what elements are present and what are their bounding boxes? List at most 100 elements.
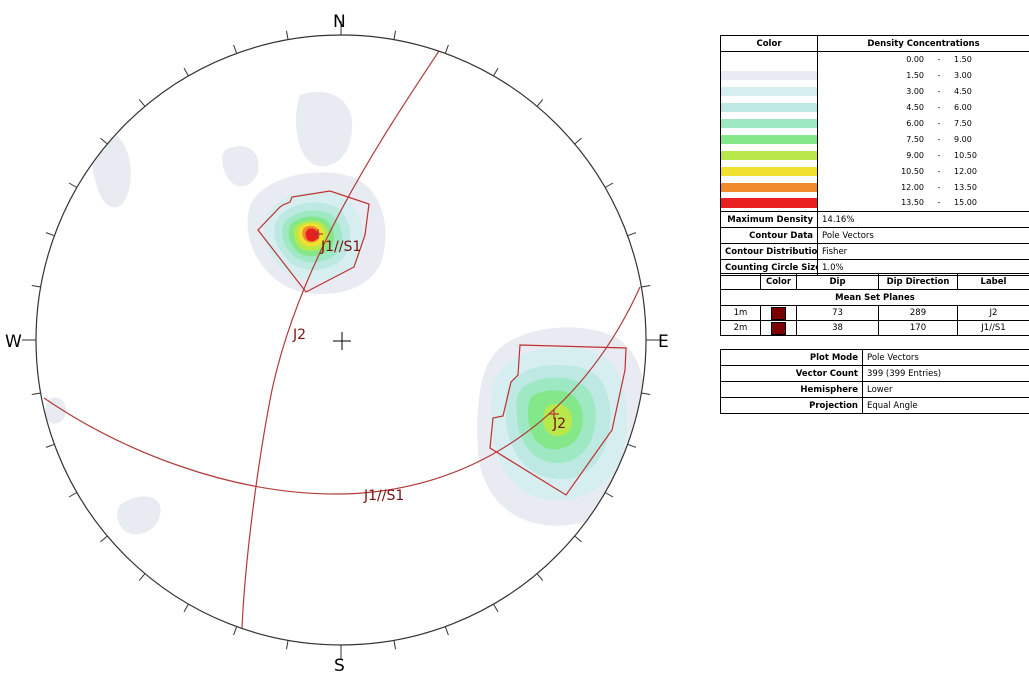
- vector-count-value: 399 (399 Entries): [862, 365, 1029, 382]
- density-prop-label: Maximum Density: [720, 211, 818, 228]
- confidence-cone-set2: [489, 344, 627, 496]
- density-swatch: [721, 54, 817, 65]
- tick-mark: [393, 640, 397, 650]
- set-color-swatch: [771, 306, 786, 320]
- density-range: 3.00 - 4.50: [817, 83, 1029, 100]
- density-row: 3.00 - 4.50: [720, 83, 1029, 100]
- plot-info-table: Plot Mode Pole Vectors Vector Count 399 …: [720, 349, 1029, 414]
- dip-header: Dip: [796, 273, 879, 290]
- label-header: Label: [957, 273, 1029, 290]
- tick-mark: [604, 182, 614, 188]
- table-row: Vector Count 399 (399 Entries): [720, 365, 1029, 382]
- tick-mark: [138, 573, 146, 581]
- hemisphere-value: Lower: [862, 381, 1029, 398]
- mean-set-planes-heading: Mean Set Planes: [720, 289, 1029, 306]
- tick-mark: [31, 284, 41, 288]
- set-label: J1//S1: [957, 320, 1029, 336]
- density-swatch: [721, 134, 817, 145]
- tick-mark: [233, 626, 238, 636]
- density-swatch-cell: [720, 179, 818, 196]
- density-swatch-cell: [720, 195, 818, 212]
- table-row: Contour Distribution Fisher: [720, 243, 1029, 260]
- table-row: Plot Mode Pole Vectors: [720, 349, 1029, 366]
- range-dash: -: [937, 86, 941, 96]
- range-to: 7.50: [954, 118, 972, 128]
- tick-mark: [45, 443, 55, 448]
- density-rows: 0.00-1.50 1.50-3.00 3.00-4.50 4.50-6.00 6.00…: [720, 51, 1029, 212]
- set-dip-direction: 289: [878, 305, 958, 321]
- great-circle-j1-s1: [43, 286, 641, 495]
- west-label: W: [5, 332, 22, 352]
- density-swatch: [721, 166, 817, 177]
- density-prop-value: Fisher: [817, 243, 1029, 260]
- tick-mark: [574, 535, 582, 543]
- contour-13-5: [305, 228, 318, 242]
- density-swatch-cell: [720, 115, 818, 132]
- projection-label: Projection: [720, 397, 863, 414]
- stereonet-plot: J1//S1 J2 J2 J1//S1 N S E W: [5, 12, 669, 675]
- density-prop-label: Contour Data: [720, 227, 818, 244]
- density-range: 7.50 - 9.00: [817, 131, 1029, 148]
- density-range: 1.50 - 3.00: [817, 67, 1029, 84]
- density-swatch-cell: [720, 163, 818, 180]
- density-swatch: [721, 198, 817, 209]
- density-row: 0.00 - 1.50: [720, 51, 1029, 68]
- tick-mark: [574, 137, 582, 145]
- range-dash: -: [937, 150, 941, 160]
- tick-mark: [493, 603, 499, 613]
- density-legend-table: Color Density Concentrations 0.00-1.50 1.…: [720, 35, 1029, 276]
- north-label: N: [333, 12, 346, 32]
- density-prop-value: Pole Vectors: [817, 227, 1029, 244]
- tick-mark: [444, 626, 449, 636]
- tick-mark: [641, 392, 651, 396]
- range-dash: -: [937, 102, 941, 112]
- hemisphere-label: Hemisphere: [720, 381, 863, 398]
- range-from: 6.00: [906, 118, 924, 128]
- range-from: 3.00: [906, 86, 924, 96]
- range-to: 4.50: [954, 86, 972, 96]
- tick-mark: [68, 182, 78, 188]
- plane-label-j1-s1: J1//S1: [363, 488, 404, 504]
- set-dip-direction: 170: [878, 320, 958, 336]
- contour-blob: [117, 496, 161, 535]
- range-dash: -: [937, 198, 941, 208]
- contour-blob: [91, 131, 131, 208]
- density-contours: [44, 91, 646, 535]
- table-row: Contour Data Pole Vectors: [720, 227, 1029, 244]
- range-dash: -: [937, 182, 941, 192]
- set-label: J2: [957, 305, 1029, 321]
- range-to: 1.50: [954, 54, 972, 64]
- set-id: 2m: [720, 320, 761, 336]
- tick-mark: [641, 284, 651, 288]
- table-row: 2m 38 170 J1//S1: [720, 320, 1029, 336]
- color-header: Color: [720, 35, 818, 52]
- range-to: 6.00: [954, 102, 972, 112]
- table-row: Maximum Density 14.16%: [720, 211, 1029, 228]
- density-range: 10.50 - 12.00: [817, 163, 1029, 180]
- set-color-swatch: [771, 321, 786, 335]
- tick-mark: [627, 232, 637, 237]
- range-from: 4.50: [906, 102, 924, 112]
- range-dash: -: [937, 70, 941, 80]
- range-from: 7.50: [906, 134, 924, 144]
- density-prop-value: 14.16%: [817, 211, 1029, 228]
- tick-mark: [604, 492, 614, 498]
- tick-mark: [68, 492, 78, 498]
- range-from: 0.00: [906, 54, 924, 64]
- set-id-header: [720, 273, 761, 290]
- degree-ticks: [22, 21, 660, 659]
- vector-count-label: Vector Count: [720, 365, 863, 382]
- range-to: 3.00: [954, 70, 972, 80]
- density-row: 6.00 - 7.50: [720, 115, 1029, 132]
- tick-mark: [183, 67, 189, 77]
- contour-blob: [295, 91, 353, 167]
- density-row: 9.00 - 10.50: [720, 147, 1029, 164]
- range-to: 13.50: [954, 182, 977, 192]
- density-swatch-cell: [720, 147, 818, 164]
- density-row: 10.50 - 12.00: [720, 163, 1029, 180]
- density-swatch: [721, 86, 817, 97]
- range-from: 12.00: [901, 182, 924, 192]
- range-dash: -: [937, 134, 941, 144]
- tick-mark: [393, 30, 397, 40]
- tick-mark: [536, 573, 544, 581]
